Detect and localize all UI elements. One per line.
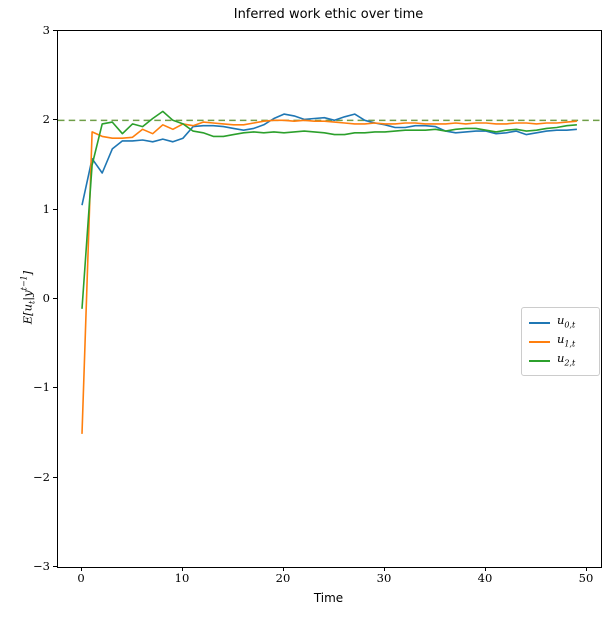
x-tick-label: 50: [578, 571, 594, 585]
legend-label-u2: u2,t: [557, 352, 575, 369]
y-tick-label: 0: [42, 291, 50, 305]
series-line-1: [81, 119, 577, 434]
y-tick-mark: [53, 476, 57, 478]
chart-title: Inferred work ethic over time: [233, 7, 424, 22]
plot-area: u0,t u1,t u2,t: [57, 30, 602, 568]
y-tick-label: 1: [42, 201, 50, 216]
y-tick-label: −2: [33, 469, 50, 484]
legend-swatch-u0: [529, 321, 550, 324]
x-tick-mark: [485, 567, 486, 571]
y-tick-label: 2: [42, 112, 50, 127]
y-tick-mark: [53, 30, 57, 31]
x-tick-mark: [384, 567, 385, 571]
y-tick-mark: [53, 387, 57, 389]
legend-item-u1: u1,t: [529, 332, 591, 351]
y-axis-label-var2-sup: t−1: [19, 275, 29, 291]
x-tick-label: 40: [477, 571, 493, 585]
legend-item-u2: u2,t: [529, 351, 591, 370]
x-tick-mark: [283, 567, 284, 571]
x-tick-mark: [182, 567, 183, 571]
legend-label-u2-base: u: [557, 350, 565, 365]
x-axis-label: Time: [313, 591, 344, 605]
x-tick-label: 20: [275, 571, 291, 585]
legend-label-u1: u1,t: [557, 333, 575, 350]
legend-swatch-u2: [529, 359, 550, 362]
series-line-0: [81, 113, 577, 206]
x-tick-mark: [586, 567, 587, 571]
legend-swatch-u1: [529, 340, 550, 343]
legend-label-u0: u0,t: [557, 314, 575, 331]
x-tick-label: 10: [174, 571, 190, 585]
legend-label-u0-base: u: [557, 312, 565, 327]
y-tick-mark: [53, 119, 57, 121]
legend-label-u1-base: u: [557, 331, 565, 346]
legend: u0,t u1,t u2,t: [521, 307, 600, 376]
y-tick-mark: [53, 208, 57, 210]
legend-label-u2-sub: 2,t: [564, 358, 576, 368]
series-line-2: [81, 110, 577, 309]
x-tick-label: 30: [376, 571, 392, 585]
y-tick-label: −3: [33, 559, 50, 573]
legend-label-u1-sub: 1,t: [564, 339, 576, 349]
y-tick-label: −1: [33, 380, 50, 395]
y-axis-label-var1: u: [20, 303, 35, 312]
y-axis-label-suffix: ]: [20, 270, 35, 276]
x-tick-label: 0: [77, 571, 85, 585]
y-axis-label-prefix: E[: [20, 311, 35, 325]
x-tick-mark: [81, 567, 82, 571]
legend-item-u0: u0,t: [529, 313, 591, 332]
y-tick-label: 3: [42, 23, 50, 37]
y-tick-mark: [53, 298, 57, 299]
legend-label-u0-sub: 0,t: [564, 320, 576, 330]
y-tick-mark: [53, 566, 57, 567]
chart-canvas: [58, 110, 601, 434]
